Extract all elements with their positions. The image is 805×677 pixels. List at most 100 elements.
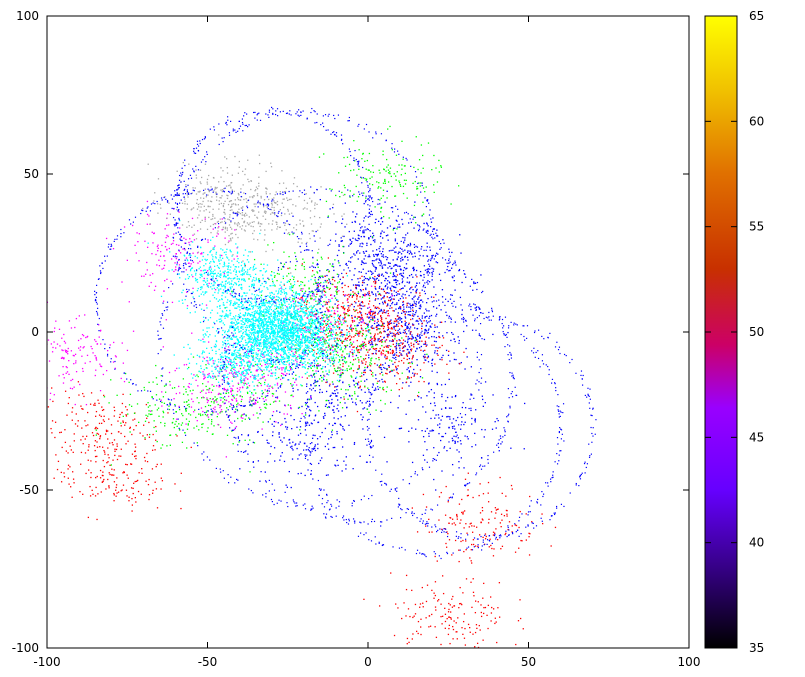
scatter-dot bbox=[318, 462, 320, 465]
scatter-dot bbox=[121, 342, 123, 344]
scatter-dot bbox=[335, 221, 337, 223]
scatter-dot bbox=[379, 172, 381, 174]
scatter-dot bbox=[275, 400, 277, 403]
scatter-dot bbox=[253, 442, 256, 444]
scatter-dot bbox=[99, 477, 102, 479]
scatter-dot bbox=[351, 376, 353, 378]
scatter-dot bbox=[399, 268, 402, 270]
scatter-dot bbox=[404, 255, 406, 258]
scatter-dot bbox=[385, 358, 387, 360]
scatter-dot bbox=[95, 340, 97, 343]
scatter-dot bbox=[438, 432, 440, 435]
scatter-dot bbox=[362, 320, 364, 323]
scatter-dot bbox=[363, 276, 365, 278]
scatter-dot bbox=[235, 327, 238, 329]
scatter-dot bbox=[363, 341, 366, 344]
scatter-dot bbox=[257, 417, 259, 419]
data-point bbox=[255, 369, 258, 372]
scatter-dot bbox=[295, 352, 297, 354]
scatter-dot bbox=[371, 273, 373, 276]
scatter-dot bbox=[349, 339, 351, 341]
scatter-dot bbox=[362, 280, 364, 282]
scatter-dot bbox=[474, 418, 476, 420]
scatter-dot bbox=[317, 300, 319, 302]
scatter-dot bbox=[438, 273, 441, 275]
scatter-dot bbox=[164, 228, 166, 230]
scatter-dot bbox=[277, 332, 279, 335]
scatter-dot bbox=[374, 275, 376, 278]
scatter-dot bbox=[304, 354, 306, 356]
scatter-dot bbox=[382, 352, 384, 355]
scatter-dot bbox=[271, 434, 274, 437]
scatter-dot bbox=[438, 171, 440, 173]
scatter-dot bbox=[433, 296, 435, 298]
scatter-dot bbox=[320, 339, 322, 342]
scatter-dot bbox=[487, 492, 489, 494]
scatter-dot bbox=[261, 353, 263, 355]
scatter-dot bbox=[332, 424, 334, 427]
scatter-dot bbox=[322, 314, 324, 316]
scatter-dot bbox=[433, 597, 435, 599]
scatter-dot bbox=[336, 310, 339, 313]
scatter-dot bbox=[460, 519, 462, 521]
scatter-dot bbox=[349, 333, 351, 335]
scatter-dot bbox=[323, 352, 325, 355]
scatter-dot bbox=[220, 369, 223, 371]
scatter-dot bbox=[383, 380, 386, 382]
scatter-dot bbox=[384, 356, 386, 358]
scatter-dot bbox=[382, 303, 384, 305]
scatter-dot bbox=[301, 264, 303, 267]
scatter-dot bbox=[338, 367, 340, 369]
scatter-dot bbox=[458, 339, 460, 342]
scatter-dot bbox=[439, 346, 441, 349]
scatter-dot bbox=[435, 340, 437, 343]
scatter-dot bbox=[387, 181, 390, 183]
scatter-dot bbox=[385, 372, 387, 375]
scatter-dot bbox=[363, 281, 365, 284]
scatter-dot bbox=[426, 353, 428, 355]
scatter-dot bbox=[297, 434, 300, 436]
scatter-dot bbox=[435, 261, 437, 263]
scatter-dot bbox=[331, 431, 333, 433]
scatter-dot bbox=[377, 333, 379, 335]
scatter-dot bbox=[444, 383, 447, 386]
scatter-dot bbox=[357, 345, 359, 347]
scatter-dot bbox=[400, 257, 402, 260]
scatter-dot bbox=[376, 329, 378, 331]
scatter-dot bbox=[130, 463, 133, 465]
scatter-dot bbox=[310, 297, 312, 299]
scatter-dot bbox=[184, 249, 186, 251]
scatter-dot bbox=[103, 451, 106, 453]
scatter-dot bbox=[395, 291, 397, 294]
scatter-dot bbox=[364, 160, 366, 162]
scatter-dot bbox=[134, 244, 136, 247]
scatter-dot bbox=[404, 249, 406, 251]
scatter-dot bbox=[407, 244, 409, 246]
scatter-dot bbox=[359, 400, 362, 402]
scatter-dot bbox=[264, 471, 266, 473]
scatter-dot bbox=[304, 429, 307, 431]
scatter-dot bbox=[304, 290, 307, 292]
scatter-dot bbox=[71, 388, 74, 390]
scatter-dot bbox=[273, 341, 275, 343]
scatter-dot bbox=[309, 319, 312, 321]
scatter-dot bbox=[366, 323, 368, 326]
scatter-dot bbox=[339, 367, 341, 369]
scatter-dot bbox=[242, 355, 244, 357]
scatter-dot bbox=[224, 237, 226, 239]
scatter-dot bbox=[62, 349, 64, 352]
scatter-dot bbox=[301, 299, 304, 301]
scatter-dot bbox=[265, 300, 267, 302]
scatter-dot bbox=[376, 254, 378, 256]
scatter-dot bbox=[39, 332, 40, 333]
scatter-dot bbox=[367, 307, 369, 309]
scatter-dot bbox=[451, 276, 453, 278]
scatter-dot bbox=[331, 392, 334, 394]
scatter-dot bbox=[304, 337, 306, 340]
scatter-dot bbox=[370, 271, 373, 273]
scatter-dot bbox=[437, 253, 439, 255]
scatter-dot bbox=[380, 261, 382, 263]
scatter-dot bbox=[212, 398, 214, 400]
scatter-dot bbox=[288, 272, 290, 275]
scatter-dot bbox=[435, 167, 437, 169]
